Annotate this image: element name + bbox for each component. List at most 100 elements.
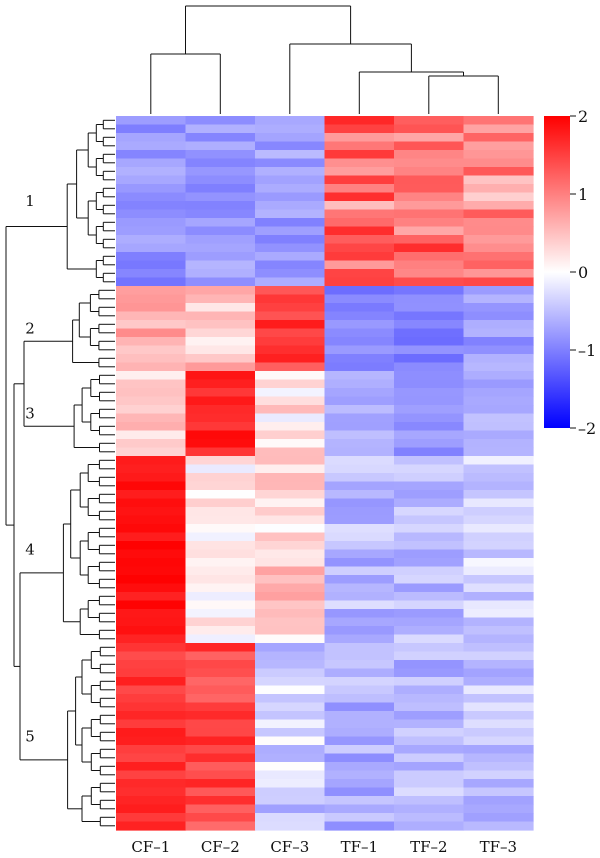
- heatmap-cell: [394, 524, 465, 534]
- heatmap-cell: [116, 175, 187, 185]
- heatmap-cell: [185, 685, 256, 695]
- heatmap-cell: [255, 719, 326, 729]
- heatmap-cell: [255, 396, 326, 406]
- heatmap-cell: [463, 532, 534, 542]
- heatmap-cell: [324, 668, 395, 678]
- heatmap-cell: [255, 549, 326, 559]
- heatmap-cell: [394, 294, 465, 304]
- heatmap-cell: [185, 133, 256, 143]
- color-scale-bar: [544, 116, 570, 428]
- heatmap-cell: [394, 413, 465, 423]
- heatmap-cell: [324, 626, 395, 636]
- heatmap-cell: [116, 575, 187, 585]
- heatmap-cell: [116, 141, 187, 151]
- heatmap-cell: [116, 617, 187, 627]
- column-label: CF–3: [270, 838, 309, 856]
- heatmap-cell: [463, 388, 534, 398]
- heatmap-cell: [185, 634, 256, 644]
- heatmap-cell: [116, 634, 187, 644]
- heatmap-cell: [324, 651, 395, 661]
- heatmap-cell: [116, 405, 187, 415]
- heatmap-cell: [463, 600, 534, 610]
- heatmap-cell: [463, 167, 534, 177]
- heatmap-cell: [255, 796, 326, 806]
- heatmap-cell: [255, 600, 326, 610]
- heatmap-cell: [394, 668, 465, 678]
- heatmap-cell: [255, 728, 326, 738]
- heatmap-cell: [116, 158, 187, 168]
- heatmap-cell: [324, 201, 395, 211]
- heatmap-cell: [185, 277, 256, 287]
- heatmap-cell: [324, 515, 395, 525]
- heatmap-cell: [324, 362, 395, 372]
- heatmap-cell: [255, 320, 326, 330]
- heatmap-cell: [255, 524, 326, 534]
- heatmap-cell: [116, 413, 187, 423]
- heatmap-cell: [394, 371, 465, 381]
- heatmap-cell: [463, 379, 534, 389]
- heatmap-cell: [463, 328, 534, 338]
- heatmap-cell: [185, 796, 256, 806]
- heatmap-cell: [463, 711, 534, 721]
- heatmap-cell: [394, 158, 465, 168]
- heatmap-cell: [255, 218, 326, 228]
- heatmap-cell: [394, 116, 465, 126]
- heatmap-cell: [116, 609, 187, 619]
- heatmap-cell: [255, 379, 326, 389]
- heatmap-cell: [324, 770, 395, 780]
- heatmap-cell: [324, 481, 395, 491]
- heatmap-cell: [185, 532, 256, 542]
- heatmap-cell: [463, 541, 534, 551]
- heatmap-cell: [185, 167, 256, 177]
- heatmap-cell: [185, 345, 256, 355]
- heatmap-cell: [116, 235, 187, 245]
- heatmap-cell: [463, 668, 534, 678]
- heatmap-cell: [255, 813, 326, 823]
- heatmap-cell: [116, 736, 187, 746]
- heatmap-cell: [394, 133, 465, 143]
- column-dendrogram: [150, 5, 499, 114]
- heatmap-cell: [394, 728, 465, 738]
- heatmap-cell: [463, 311, 534, 321]
- row-dendrogram: [5, 119, 115, 827]
- heatmap-cell: [185, 447, 256, 457]
- heatmap-cell: [463, 286, 534, 296]
- heatmap-cell: [394, 558, 465, 568]
- heatmap-cell: [463, 549, 534, 559]
- heatmap-cell: [324, 175, 395, 185]
- heatmap-cell: [463, 685, 534, 695]
- heatmap-cell: [185, 175, 256, 185]
- heatmap-cell: [324, 685, 395, 695]
- heatmap-cells: [116, 116, 534, 831]
- heatmap-cell: [185, 609, 256, 619]
- heatmap-cell: [324, 371, 395, 381]
- heatmap-cell: [185, 209, 256, 219]
- heatmap-cell: [324, 600, 395, 610]
- color-scale-ticks: 2 1 0 –1 –2: [570, 107, 596, 438]
- heatmap-cell: [324, 209, 395, 219]
- heatmap-cell: [394, 583, 465, 593]
- heatmap-cell: [394, 804, 465, 814]
- heatmap-cell: [116, 311, 187, 321]
- heatmap-cell: [116, 626, 187, 636]
- heatmap-cell: [463, 422, 534, 432]
- heatmap-cell: [255, 464, 326, 474]
- heatmap-cell: [116, 150, 187, 160]
- heatmap-cell: [463, 464, 534, 474]
- heatmap-cell: [324, 532, 395, 542]
- heatmap-cell: [394, 677, 465, 687]
- heatmap-cell: [185, 813, 256, 823]
- heatmap-cell: [255, 745, 326, 755]
- heatmap-cell: [185, 150, 256, 160]
- cluster-labels: 1 2 3 4 5: [25, 192, 35, 746]
- heatmap-cell: [116, 260, 187, 270]
- heatmap-cell: [255, 711, 326, 721]
- heatmap-cell: [116, 354, 187, 364]
- heatmap-cell: [116, 116, 187, 126]
- heatmap-cell: [463, 439, 534, 449]
- heatmap-cell: [116, 532, 187, 542]
- heatmap-cell: [394, 702, 465, 712]
- color-scale-tick-label: –2: [578, 419, 596, 438]
- heatmap-cell: [116, 668, 187, 678]
